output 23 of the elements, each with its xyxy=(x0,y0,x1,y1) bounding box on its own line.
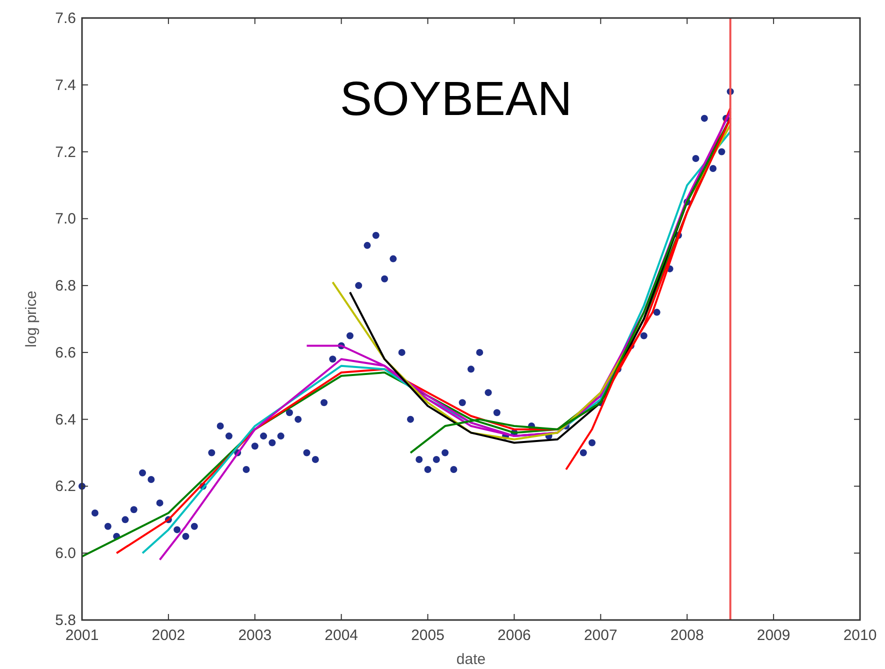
y-tick-label: 7.2 xyxy=(55,144,76,161)
y-tick-label: 7.4 xyxy=(55,76,76,94)
text: SOYBEAN xyxy=(340,73,572,126)
y-tick-label: 7.0 xyxy=(55,210,76,228)
x-tick-label: 2003 xyxy=(238,627,272,644)
y-tick-label: 6.0 xyxy=(55,545,76,562)
y-tick-label: 7.6 xyxy=(55,10,76,27)
x-tick-label: 2005 xyxy=(411,627,444,644)
x-tick-label: 2007 xyxy=(584,627,618,644)
x-tick-label: 2008 xyxy=(670,627,704,644)
y-axis-title: log price xyxy=(23,290,40,348)
x-tick-label: 2004 xyxy=(324,627,358,644)
y-tick-label: 6.4 xyxy=(55,411,76,428)
x-tick-label: 2006 xyxy=(498,627,531,644)
y-tick-label: 6.8 xyxy=(55,278,76,295)
y-tick-label: 6.2 xyxy=(55,478,76,496)
x-tick-label: 2002 xyxy=(152,627,186,644)
y-tick-label: 5.8 xyxy=(55,612,76,629)
x-axis-title: date xyxy=(456,651,486,668)
y-tick-label: 6.6 xyxy=(55,344,76,362)
x-tick-label: 2010 xyxy=(843,627,877,644)
x-tick-label: 2001 xyxy=(65,627,99,644)
x-tick-label: 2009 xyxy=(756,627,790,644)
